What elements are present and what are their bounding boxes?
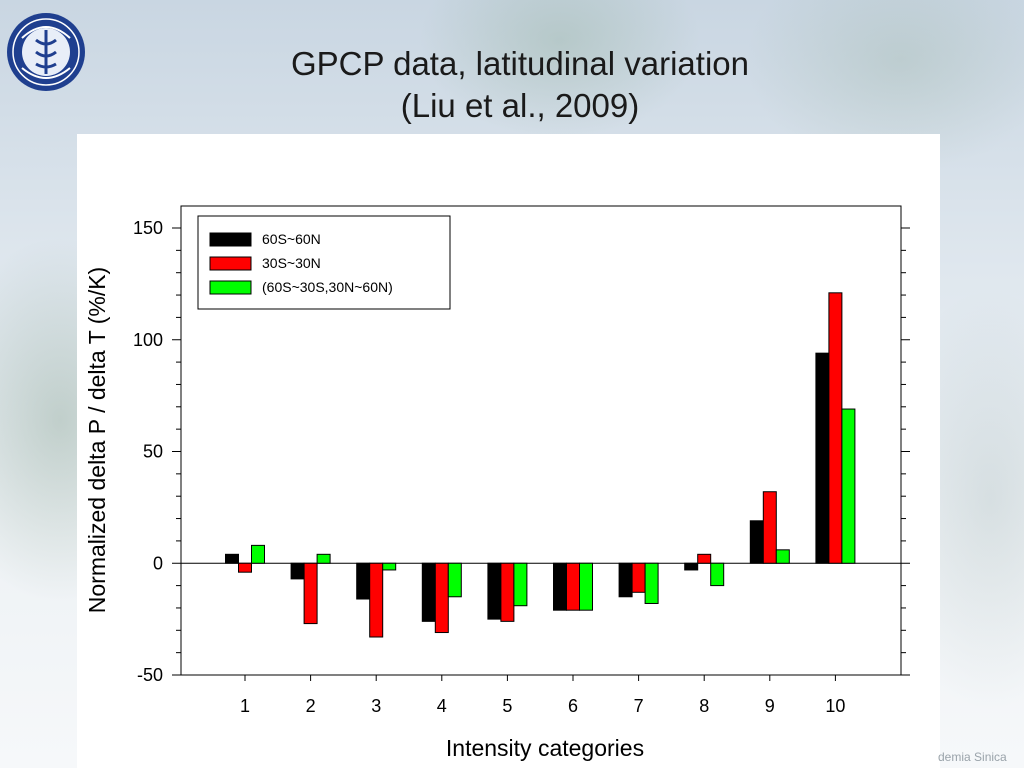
legend-swatch <box>209 256 252 271</box>
bar-1-cat-2 <box>290 562 305 580</box>
legend-label: 30S~30N <box>262 255 321 271</box>
bar-2-cat-9 <box>762 491 777 564</box>
bar-1-cat-6 <box>553 562 567 611</box>
bar-1-cat-9 <box>749 520 764 564</box>
bar-chart: -50 0 50 100 150 1 2 3 4 5 6 7 8 9 10 60S~60N 30S~30N (60… <box>84 205 910 761</box>
academia-sinica-seal-icon <box>7 13 85 91</box>
x-tick-label: 8 <box>699 696 709 716</box>
bar-3-cat-9 <box>775 549 790 564</box>
legend-label: 60S~60N <box>262 231 321 247</box>
bar-2-cat-3 <box>369 562 384 638</box>
y-tick-label: 0 <box>153 553 163 573</box>
y-tick-label: 50 <box>143 442 163 462</box>
bar-2-cat-5 <box>500 562 515 622</box>
bar-1-cat-7 <box>618 562 633 598</box>
bar-1-cat-3 <box>356 562 371 600</box>
bar-1-cat-5 <box>487 562 502 620</box>
slide-title: GPCP data, latitudinal variation <box>291 45 749 82</box>
x-tick-label: 4 <box>437 696 447 716</box>
legend-label: (60S~30S,30N~60N) <box>262 279 393 295</box>
bar-1-cat-1 <box>225 553 239 564</box>
bar-3-cat-1 <box>251 544 265 564</box>
chart-panel: -50 0 50 100 150 1 2 3 4 5 6 7 8 9 10 60S~60N 30S~30N (60… <box>77 134 940 768</box>
bar-2-cat-10 <box>828 292 843 564</box>
y-axis-label: Normalized delta P / delta T (%/K) <box>84 267 110 613</box>
legend-swatch <box>209 232 252 247</box>
y-tick-label: -50 <box>137 665 163 685</box>
bar-2-cat-8 <box>697 553 712 564</box>
bar-3-cat-3 <box>382 562 397 571</box>
x-tick-label: 7 <box>634 696 644 716</box>
x-tick-label: 9 <box>765 696 775 716</box>
bar-3-cat-6 <box>579 562 593 611</box>
bar-1-cat-10 <box>815 352 830 564</box>
plot-frame <box>180 205 902 676</box>
x-tick-label: 10 <box>825 696 845 716</box>
bar-3-cat-5 <box>513 562 528 607</box>
x-tick-label: 3 <box>371 696 381 716</box>
y-tick-label: 100 <box>133 330 163 350</box>
bar-1-cat-8 <box>684 562 699 571</box>
x-tick-label: 1 <box>240 696 250 716</box>
x-axis-label: Intensity categories <box>446 735 644 761</box>
bar-1-cat-4 <box>421 562 436 622</box>
x-tick-label: 6 <box>568 696 578 716</box>
bar-2-cat-1 <box>238 562 252 573</box>
y-tick-label: 150 <box>133 218 163 238</box>
bar-3-cat-4 <box>447 562 462 598</box>
x-tick-label: 5 <box>502 696 512 716</box>
bar-2-cat-2 <box>303 562 318 625</box>
bar-3-cat-7 <box>644 562 659 604</box>
legend-swatch <box>209 280 252 295</box>
bar-2-cat-6 <box>566 562 580 611</box>
bar-3-cat-8 <box>710 562 725 587</box>
bar-3-cat-10 <box>841 408 856 564</box>
bar-2-cat-4 <box>434 562 449 634</box>
slide-subtitle: (Liu et al., 2009) <box>400 87 640 124</box>
x-tick-label: 2 <box>306 696 316 716</box>
bar-3-cat-2 <box>316 553 331 564</box>
watermark: demia Sinica <box>938 750 1007 764</box>
bar-2-cat-7 <box>631 562 646 593</box>
